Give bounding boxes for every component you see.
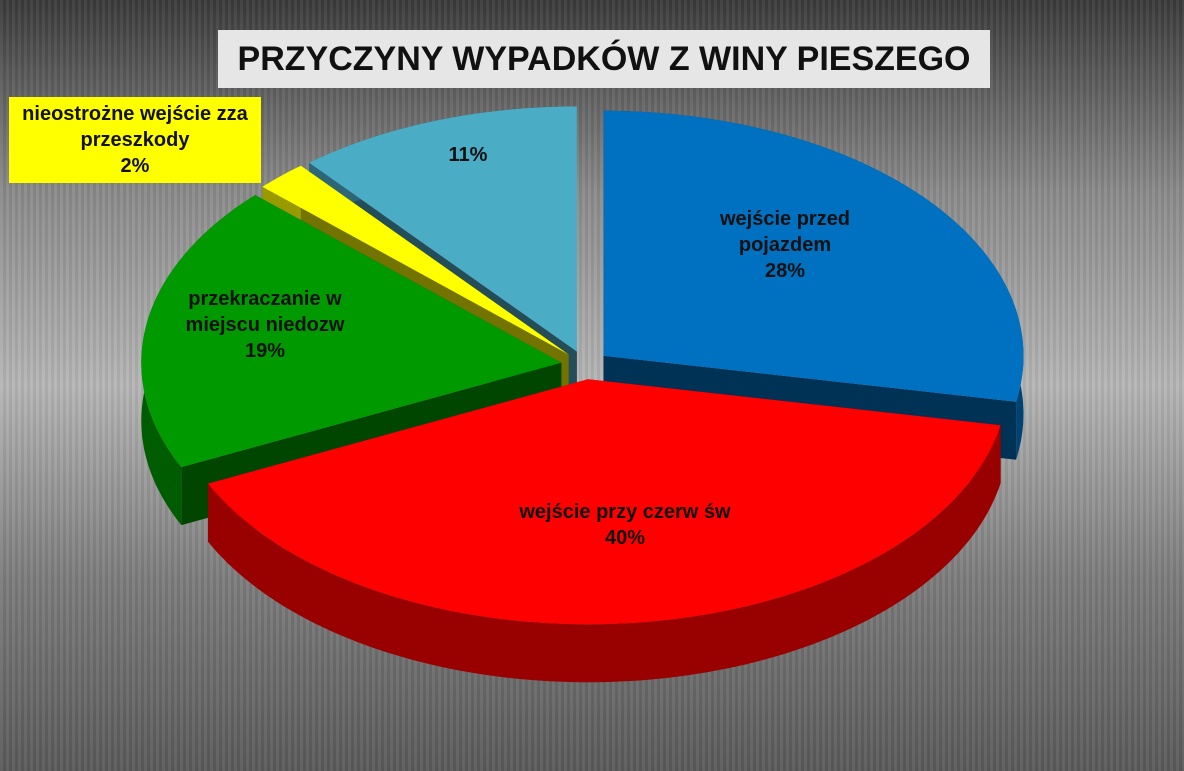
slice-side xyxy=(208,425,1001,683)
slice xyxy=(141,195,562,468)
slice-value: 28% xyxy=(764,260,806,282)
slice-category: wejście przed pojazdem xyxy=(719,208,851,256)
slice xyxy=(208,379,1001,625)
data-label: nieostrożne wejście zza przeszkody 2% xyxy=(9,97,261,183)
data-label: wejście przed pojazdem 28% xyxy=(685,206,885,284)
slice xyxy=(262,165,569,355)
slice-category: wejście przy czerw św xyxy=(519,501,731,523)
slice-category: przekraczanie w miejscu niedozw xyxy=(185,288,345,336)
slice-category: nieostrożne wejście zza przeszkody xyxy=(22,103,248,151)
data-label: wejście przy czerw św 40% xyxy=(495,499,755,551)
slice-value: 2% xyxy=(120,155,150,177)
slice xyxy=(603,110,1024,402)
slice-value: 11% xyxy=(448,144,488,166)
slice-value: 40% xyxy=(604,527,646,549)
data-label: 11% xyxy=(408,142,528,168)
slice xyxy=(309,106,577,352)
data-label: przekraczanie w miejscu niedozw 19% xyxy=(155,286,375,364)
chart-title: PRZYCZYNY WYPADKÓW Z WINY PIESZEGO xyxy=(218,30,990,88)
slice-value: 19% xyxy=(244,340,286,362)
